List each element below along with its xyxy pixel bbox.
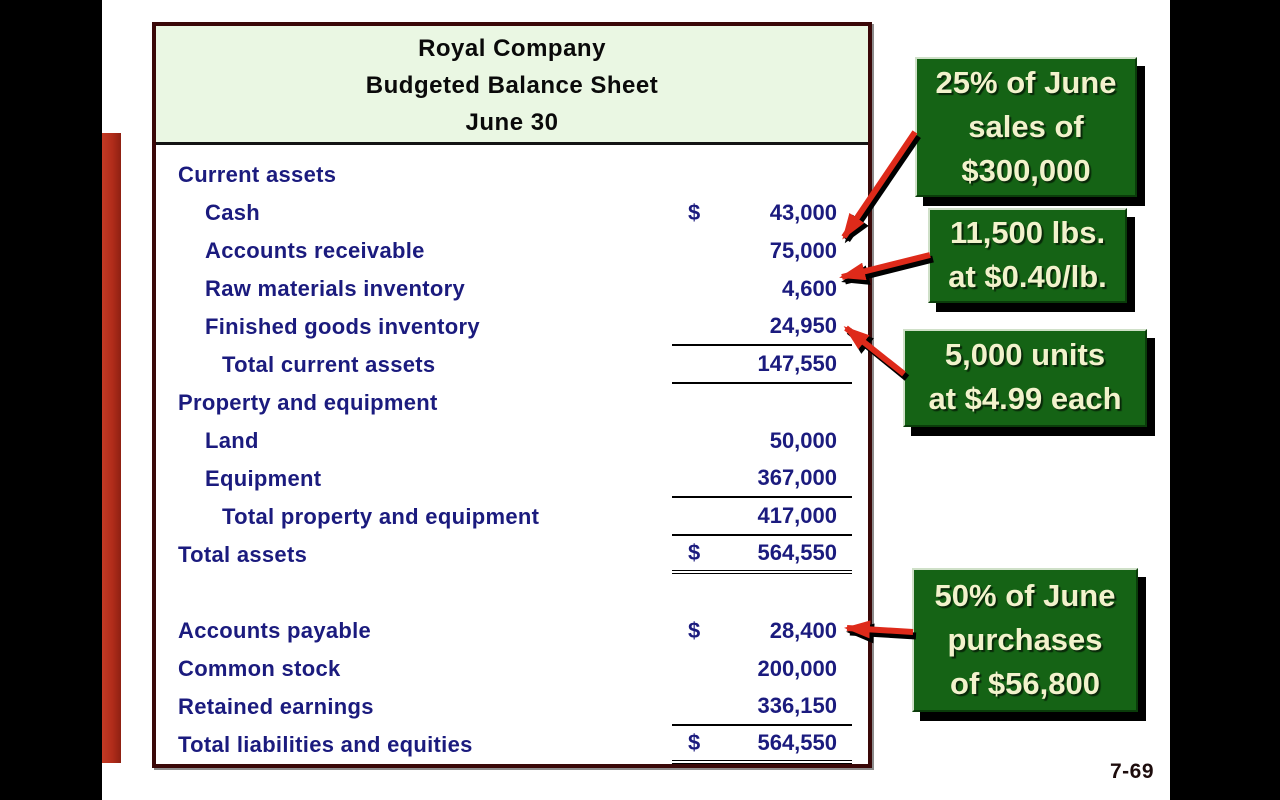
row-amount: 417,000: [757, 503, 837, 528]
row-value-cell: $43,000: [672, 194, 852, 232]
callout-text-line: 25% of June: [935, 65, 1117, 100]
row-label: Total property and equipment: [222, 504, 540, 529]
callout-text-line: of $56,800: [950, 666, 1100, 701]
row-label: Total current assets: [222, 352, 436, 377]
slide-accent-bar: [102, 133, 121, 763]
row-amount: 367,000: [757, 465, 837, 490]
callout-text-line: purchases: [947, 622, 1103, 657]
row-label: Land: [205, 428, 259, 453]
table-row: Accounts payable $28,400: [156, 612, 868, 650]
row-label: Current assets: [178, 162, 337, 187]
table-row: Finished goods inventory 24,950: [156, 308, 868, 346]
table-row: Total current assets 147,550: [156, 346, 868, 384]
row-value-cell: 50,000: [672, 422, 852, 460]
row-amount: 336,150: [757, 693, 837, 718]
table-row: Accounts receivable 75,000: [156, 232, 868, 270]
screen-bezel-left: [0, 0, 102, 800]
row-amount: 24,950: [769, 313, 837, 338]
row-value-cell: 367,000: [672, 460, 852, 498]
row-value-cell: 147,550: [672, 346, 852, 384]
row-label: Total assets: [178, 542, 308, 567]
callout-text-line: 50% of June: [934, 578, 1116, 613]
statement-title: Budgeted Balance Sheet: [365, 72, 659, 99]
row-value-cell: $564,550: [672, 726, 852, 764]
table-row: Retained earnings 336,150: [156, 688, 868, 726]
table-row: Equipment 367,000: [156, 460, 868, 498]
row-amount: 28,400: [769, 618, 837, 643]
table-row: Raw materials inventory 4,600: [156, 270, 868, 308]
table-row: Cash $43,000: [156, 194, 868, 232]
company-name: Royal Company: [418, 35, 606, 62]
table-row: Total property and equipment 417,000: [156, 498, 868, 536]
callout-raw-materials: 11,500 lbs. at $0.40/lb.: [928, 208, 1127, 303]
callout-text-line: 11,500 lbs.: [949, 215, 1106, 250]
row-value-cell: 75,000: [672, 232, 852, 270]
row-label: Accounts receivable: [205, 238, 425, 263]
row-value-cell: 24,950: [672, 308, 852, 346]
balance-sheet-rows: Current assets Cash $43,000 Accounts receiv…: [156, 145, 868, 764]
row-label: Common stock: [178, 656, 341, 681]
row-value-cell: 4,600: [672, 270, 852, 308]
row-amount: 4,600: [781, 276, 837, 301]
row-amount: 200,000: [757, 656, 837, 681]
dollar-sign: $: [688, 730, 701, 755]
row-amount: 50,000: [769, 428, 837, 453]
callout-text-line: 5,000 units: [944, 337, 1106, 372]
callout-text-line: at $0.40/lb.: [948, 259, 1107, 294]
row-value-cell: [672, 156, 852, 194]
table-row: Total liabilities and equities $564,550: [156, 726, 868, 764]
statement-date: June 30: [465, 109, 559, 136]
row-amount: 147,550: [757, 351, 837, 376]
callout-accounts-receivable: 25% of June sales of $300,000: [915, 57, 1137, 197]
table-row: Property and equipment: [156, 384, 868, 422]
dollar-sign: $: [688, 618, 701, 643]
row-label: Total liabilities and equities: [178, 732, 473, 757]
row-value-cell: $564,550: [672, 536, 852, 574]
row-label: Cash: [205, 200, 260, 225]
row-value-cell: [672, 574, 852, 612]
row-value-cell: 200,000: [672, 650, 852, 688]
row-label: Property and equipment: [178, 390, 438, 415]
balance-sheet-table: Royal Company Budgeted Balance Sheet Jun…: [152, 22, 872, 768]
row-value-cell: 336,150: [672, 688, 852, 726]
table-spacer-row: [156, 574, 868, 612]
row-amount: 564,550: [757, 540, 837, 565]
row-value-cell: $28,400: [672, 612, 852, 650]
row-amount: 43,000: [769, 200, 837, 225]
callout-text-line: at $4.99 each: [928, 381, 1122, 416]
page-number: 7-69: [1109, 760, 1155, 783]
balance-sheet-header: Royal Company Budgeted Balance Sheet Jun…: [156, 26, 868, 145]
callout-finished-goods: 5,000 units at $4.99 each: [903, 329, 1147, 427]
table-row: Land 50,000: [156, 422, 868, 460]
screen-bezel-right: [1170, 0, 1280, 800]
row-label: Finished goods inventory: [205, 314, 480, 339]
row-value-cell: [672, 384, 852, 422]
table-row: Current assets: [156, 156, 868, 194]
row-label: Equipment: [205, 466, 322, 491]
row-amount: 75,000: [769, 238, 837, 263]
table-row: Total assets $564,550: [156, 536, 868, 574]
row-label: Raw materials inventory: [205, 276, 465, 301]
row-amount: 564,550: [757, 730, 837, 755]
callout-text-line: sales of: [968, 109, 1084, 144]
callout-accounts-payable: 50% of June purchases of $56,800: [912, 568, 1138, 712]
row-label: Accounts payable: [178, 618, 372, 643]
callout-text-line: $300,000: [961, 153, 1091, 188]
dollar-sign: $: [688, 200, 701, 225]
row-value-cell: 417,000: [672, 498, 852, 536]
dollar-sign: $: [688, 540, 701, 565]
row-label: Retained earnings: [178, 694, 374, 719]
table-row: Common stock 200,000: [156, 650, 868, 688]
